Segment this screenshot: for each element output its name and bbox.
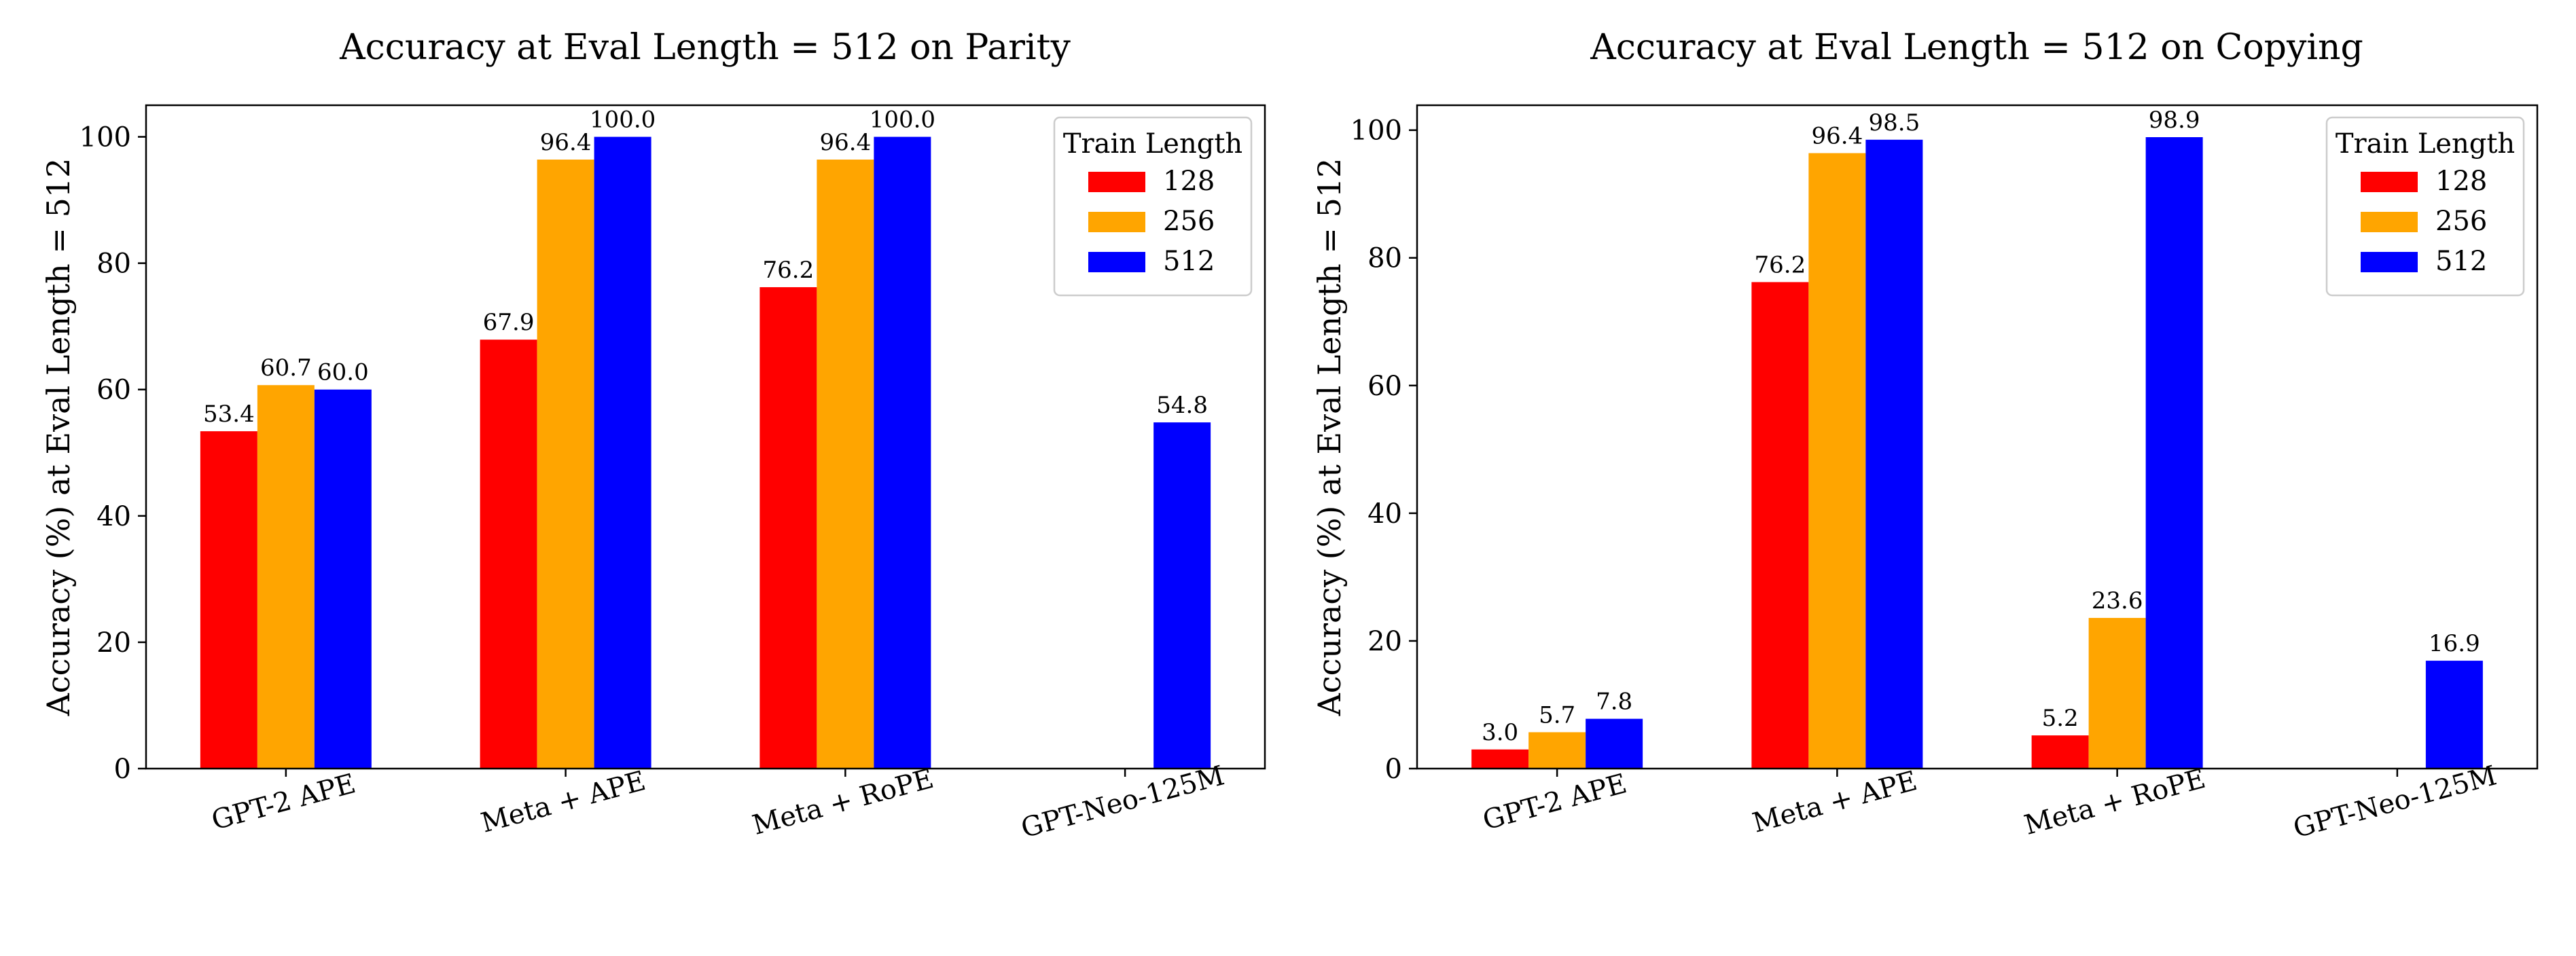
y-tick-label: 60 xyxy=(1367,371,1402,402)
data-label: 100.0 xyxy=(870,107,935,134)
legend-swatch-256 xyxy=(1088,212,1145,232)
bar-256-1 xyxy=(1528,732,1586,769)
data-label: 76.2 xyxy=(1755,251,1806,278)
legend-swatch-128 xyxy=(2361,172,2418,192)
y-tick-label: 100 xyxy=(79,122,131,153)
legend-label: 256 xyxy=(2435,206,2487,237)
legend-label: 512 xyxy=(2435,246,2487,277)
y-tick-label: 0 xyxy=(1385,754,1402,785)
data-label: 67.9 xyxy=(483,309,535,336)
data-label: 96.4 xyxy=(540,129,592,156)
bar-128-3 xyxy=(759,287,817,769)
legend-box xyxy=(1053,116,1253,297)
data-label: 5.2 xyxy=(2042,705,2079,732)
legend-box xyxy=(2325,116,2525,297)
legend-swatch-256 xyxy=(2361,212,2418,232)
bar-256-3 xyxy=(2088,618,2146,769)
copying-chart: Accuracy at Eval Length = 512 on Copying… xyxy=(1311,27,2539,844)
y-axis-label: Accuracy (%) at Eval Length = 512 xyxy=(1311,158,1348,717)
y-tick-label: 40 xyxy=(1367,498,1402,530)
data-label: 98.5 xyxy=(1869,109,1920,136)
legend-title: Train Length xyxy=(2336,128,2515,160)
legend-title: Train Length xyxy=(1063,128,1242,160)
plot-frame xyxy=(145,104,1266,770)
legend-label: 256 xyxy=(1163,206,1215,237)
legend-label: 128 xyxy=(2435,166,2487,197)
bar-512-1 xyxy=(314,389,372,769)
data-label: 54.8 xyxy=(1156,392,1208,419)
data-label: 7.8 xyxy=(1596,688,1632,716)
y-tick-label: 80 xyxy=(1367,243,1402,274)
bar-512-2 xyxy=(594,136,651,769)
data-label: 60.0 xyxy=(317,359,369,386)
x-tick-label: Meta + RoPE xyxy=(2021,763,2208,841)
chart-title: Accuracy at Eval Length = 512 on Parity xyxy=(339,27,1071,68)
bar-512-4 xyxy=(1153,422,1211,769)
data-label: 53.4 xyxy=(203,401,255,428)
legend-label: 128 xyxy=(1163,166,1215,197)
parity-chart: Accuracy at Eval Length = 512 on Parity A… xyxy=(40,27,1266,844)
legend-swatch-512 xyxy=(1088,252,1145,272)
data-label: 5.7 xyxy=(1539,701,1575,729)
legend: Train Length 128 256 512 xyxy=(1053,116,1253,297)
data-label: 76.2 xyxy=(763,257,815,284)
legend-label: 512 xyxy=(1163,246,1215,277)
y-tick-label: 100 xyxy=(1350,115,1402,147)
data-label: 3.0 xyxy=(1482,719,1518,746)
data-label: 98.9 xyxy=(2149,107,2200,134)
bar-128-2 xyxy=(480,339,537,769)
data-label: 16.9 xyxy=(2429,630,2480,657)
bar-128-1 xyxy=(1471,749,1529,769)
bar-256-2 xyxy=(537,160,594,769)
x-tick-label: GPT-Neo-125M xyxy=(1018,760,1228,844)
bar-512-1 xyxy=(1586,718,1643,769)
bar-512-4 xyxy=(2425,661,2483,769)
x-tick-label: GPT-2 APE xyxy=(209,768,359,836)
x-tick-label: GPT-2 APE xyxy=(1480,768,1630,836)
y-tick-label: 0 xyxy=(114,754,131,785)
y-tick-label: 60 xyxy=(96,375,131,406)
y-tick-label: 40 xyxy=(96,501,131,532)
y-tick-label: 20 xyxy=(96,627,131,659)
x-tick-label: Meta + APE xyxy=(1749,765,1920,839)
data-label: 60.7 xyxy=(260,354,312,382)
x-tick-label: Meta + APE xyxy=(478,765,649,839)
x-tick-label: Meta + RoPE xyxy=(749,763,937,841)
y-axis-label: Accuracy (%) at Eval Length = 512 xyxy=(40,158,77,717)
bar-128-2 xyxy=(1751,282,1809,769)
chart-title: Accuracy at Eval Length = 512 on Copying xyxy=(1590,27,2363,68)
legend-swatch-512 xyxy=(2361,252,2418,272)
bar-128-3 xyxy=(2031,735,2089,769)
data-label: 96.4 xyxy=(1812,123,1863,150)
y-tick-label: 80 xyxy=(96,249,131,280)
bar-256-2 xyxy=(1808,153,1866,769)
bar-256-1 xyxy=(257,385,315,769)
plot-frame xyxy=(1416,104,2539,770)
y-tick-label: 20 xyxy=(1367,626,1402,657)
legend-swatch-128 xyxy=(1088,172,1145,192)
bar-256-3 xyxy=(817,160,874,769)
data-label: 100.0 xyxy=(590,107,656,134)
bar-512-3 xyxy=(2145,137,2203,769)
legend: Train Length 128 256 512 xyxy=(2325,116,2525,297)
data-label: 96.4 xyxy=(820,129,872,156)
data-label: 23.6 xyxy=(2092,587,2143,614)
bar-128-1 xyxy=(200,431,257,769)
bar-512-3 xyxy=(874,136,931,769)
x-tick-label: GPT-Neo-125M xyxy=(2290,760,2500,844)
bar-512-2 xyxy=(1865,139,1923,769)
